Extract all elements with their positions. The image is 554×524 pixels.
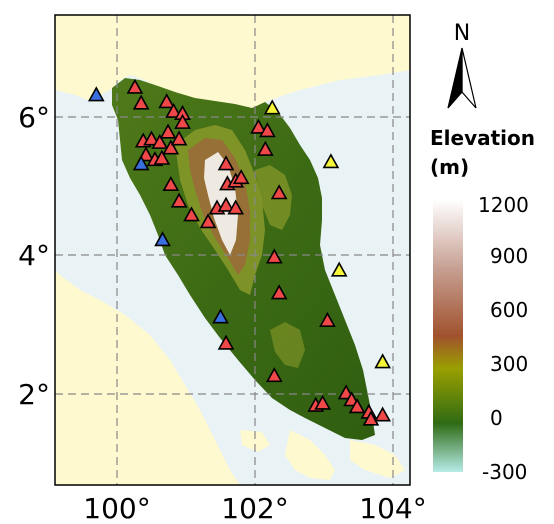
red-station-marker: [183, 206, 200, 222]
elevation-legend: Elevation (m) 1200 900 600 300 0 -300: [430, 126, 535, 484]
yellow-station-marker: [374, 353, 392, 369]
red-station-marker: [217, 155, 235, 171]
south-highland: [270, 322, 305, 368]
sumatra-landmass: [55, 270, 240, 485]
legend-tick-label: -300: [482, 460, 527, 484]
y-tick-label: 2°: [18, 378, 50, 411]
red-station-marker: [158, 93, 176, 109]
legend-tick-label: 600: [490, 298, 528, 322]
red-station-marker: [162, 139, 180, 155]
red-station-marker: [362, 410, 380, 426]
red-station-marker: [174, 113, 191, 129]
yellow-station-marker: [322, 153, 340, 169]
legend-title: Elevation: [430, 126, 535, 150]
red-station-marker: [256, 140, 274, 156]
red-station-marker: [265, 248, 283, 264]
red-station-marker: [232, 169, 250, 185]
red-station-marker: [314, 394, 331, 410]
legend-tick-label: 900: [490, 244, 528, 268]
red-station-marker: [217, 196, 235, 212]
yellow-station-marker: [263, 99, 281, 115]
red-station-marker: [170, 192, 188, 208]
y-tick-label: 4°: [18, 239, 50, 272]
map-frame: [55, 15, 410, 485]
red-station-marker: [132, 94, 150, 110]
red-station-marker: [217, 334, 235, 350]
red-station-marker: [270, 184, 288, 200]
blue-station-marker: [87, 86, 105, 102]
legend-tick-label: 1200: [478, 193, 529, 217]
north-arrow-icon: N: [447, 21, 477, 109]
red-station-marker: [165, 102, 182, 118]
yellow-station-marker: [330, 261, 348, 277]
x-tick-label: 104°: [359, 492, 426, 524]
blue-station-marker: [132, 155, 150, 171]
red-station-marker: [374, 406, 392, 422]
red-station-marker: [199, 213, 217, 229]
island-small: [240, 430, 270, 452]
red-station-marker: [250, 118, 267, 134]
red-station-marker: [319, 311, 336, 327]
riau-islands: [285, 430, 335, 480]
map-border: [54, 14, 411, 486]
red-station-marker: [153, 149, 171, 165]
red-station-marker: [259, 122, 276, 138]
red-station-marker: [270, 284, 288, 300]
highland-peaks: [204, 152, 238, 255]
gridlines: [55, 15, 410, 485]
station-markers: [87, 78, 392, 426]
blue-station-marker: [154, 231, 171, 247]
blue-station-marker: [212, 308, 229, 324]
red-station-marker: [143, 130, 160, 146]
red-station-marker: [265, 367, 283, 383]
red-station-marker: [159, 123, 177, 139]
red-station-marker: [126, 78, 144, 94]
x-tick-label: 102°: [221, 492, 288, 524]
red-station-marker: [348, 398, 366, 414]
island-east: [350, 440, 405, 478]
thailand-landmass: [55, 15, 410, 110]
legend-unit: (m): [430, 155, 469, 179]
legend-tick-label: 300: [490, 352, 528, 376]
svg-text:N: N: [454, 21, 470, 46]
legend-tick-label: 0: [490, 406, 503, 430]
red-station-marker: [151, 133, 169, 149]
red-station-marker: [227, 199, 245, 215]
y-tick-label: 6°: [18, 101, 50, 134]
legend-colorbar: [433, 200, 463, 472]
x-tick-label: 100°: [83, 492, 150, 524]
red-station-marker: [137, 146, 155, 162]
red-station-marker: [162, 175, 180, 192]
